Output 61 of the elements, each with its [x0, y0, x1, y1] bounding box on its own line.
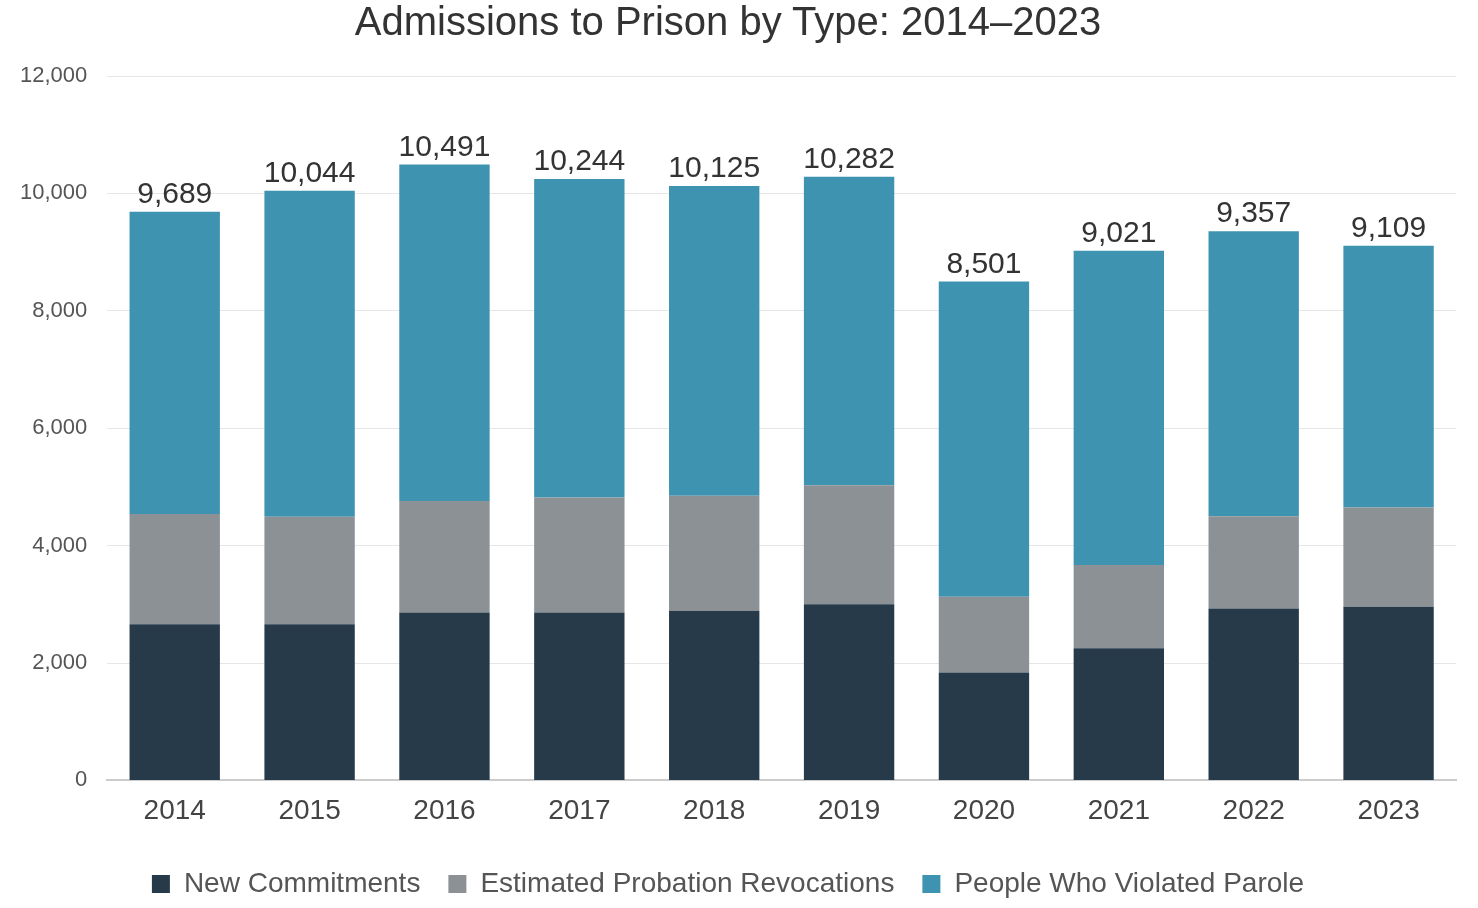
- bar: [1073, 250, 1164, 565]
- bar: [1343, 606, 1434, 780]
- bar: [1073, 648, 1164, 780]
- x-tick-label: 2020: [952, 793, 1016, 825]
- total-label: 9,021: [1081, 215, 1157, 249]
- y-tick-label: 10,000: [19, 179, 88, 205]
- bar: [803, 604, 895, 780]
- legend-label: People Who Violated Parole: [954, 866, 1305, 898]
- bar: [264, 516, 355, 625]
- total-label: 10,491: [398, 128, 491, 162]
- bar: [534, 497, 625, 613]
- x-tick-label: 2017: [548, 793, 611, 825]
- bar: [669, 186, 760, 496]
- y-tick-label: 4,000: [32, 531, 88, 557]
- total-label: 10,244: [533, 143, 626, 177]
- total-label: 9,109: [1351, 209, 1427, 243]
- total-label: 10,282: [803, 141, 895, 175]
- bar: [938, 672, 1030, 780]
- bar: [669, 610, 760, 780]
- x-tick-label: 2015: [278, 793, 341, 825]
- y-tick-label: 0: [75, 766, 88, 792]
- total-label: 8,501: [946, 245, 1022, 279]
- y-tick-label: 6,000: [32, 414, 88, 440]
- bar: [399, 500, 490, 613]
- total-label: 9,689: [137, 175, 213, 209]
- bar: [1208, 231, 1299, 517]
- legend-label: New Commitments: [183, 866, 421, 898]
- bar: [534, 179, 625, 498]
- total-label: 10,125: [668, 150, 761, 184]
- total-label: 10,044: [263, 155, 356, 189]
- bar: [534, 612, 625, 780]
- bar: [399, 612, 490, 780]
- x-tick-label: 2022: [1222, 793, 1285, 825]
- y-tick-label: 8,000: [32, 296, 88, 322]
- bar: [1208, 516, 1299, 609]
- bar: [1208, 608, 1299, 780]
- bar: [803, 485, 895, 605]
- x-tick-label: 2021: [1087, 793, 1150, 825]
- bar: [129, 211, 220, 514]
- bar: [803, 176, 895, 486]
- y-tick-label: 12,000: [19, 62, 88, 88]
- bar: [129, 513, 220, 625]
- y-tick-label: 2,000: [32, 649, 88, 675]
- legend-label: Estimated Probation Revocations: [480, 866, 895, 898]
- x-tick-label: 2016: [413, 793, 476, 825]
- x-tick-label: 2018: [683, 793, 746, 825]
- x-tick-label: 2023: [1357, 793, 1420, 825]
- bar: [264, 190, 355, 517]
- bar: [1073, 564, 1164, 649]
- bar: [264, 624, 355, 780]
- bar: [938, 281, 1030, 597]
- bar: [399, 164, 490, 501]
- x-tick-label: 2014: [143, 793, 206, 825]
- bar: [1343, 245, 1434, 508]
- x-tick-label: 2019: [817, 793, 881, 825]
- chart-title: Admissions to Prison by Type: 2014–2023: [354, 0, 1102, 44]
- bar: [669, 495, 760, 611]
- bar: [1343, 507, 1434, 607]
- bar: [938, 596, 1030, 673]
- bar: [129, 624, 220, 780]
- total-label: 9,357: [1216, 195, 1292, 229]
